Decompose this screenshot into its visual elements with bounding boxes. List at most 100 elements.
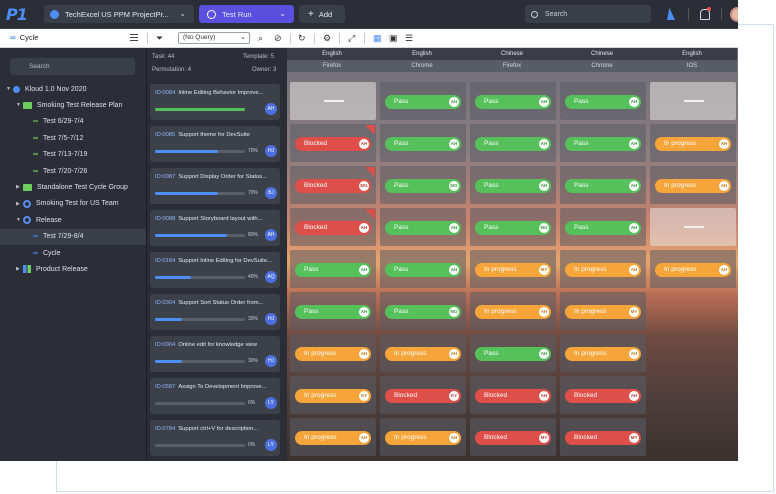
search-icon[interactable]: ⌕ [258, 33, 264, 43]
matrix-cell[interactable]: Pass AH [560, 166, 646, 204]
caret-down-icon[interactable]: ▼ [6, 86, 11, 92]
matrix-cell[interactable]: Blocked MY [470, 418, 556, 456]
sidebar-item[interactable]: ∞ Test 7/20-7/26 [0, 163, 146, 179]
sidebar-item[interactable]: ∞ Test 7/13-7/19 [0, 147, 146, 163]
tab-test-run[interactable]: Test Run ⌄ [199, 5, 294, 23]
caret-down-icon[interactable]: ▼ [16, 217, 21, 224]
owner-avatar[interactable]: HJ [265, 355, 277, 367]
clear-icon[interactable]: ⊘ [274, 33, 282, 43]
matrix-cell[interactable]: Pass AH [380, 208, 466, 246]
matrix-cell[interactable]: Pass AH [380, 124, 466, 162]
status-badge[interactable]: Pass MG [385, 305, 461, 319]
matrix-cell[interactable]: Pass AH [290, 292, 376, 330]
global-search-input[interactable]: Search [525, 5, 651, 23]
matrix-cell[interactable]: In progress AH [290, 334, 376, 372]
sidebar-item[interactable]: ▶ Product Release [0, 261, 146, 277]
add-button[interactable]: + Add [299, 5, 345, 23]
matrix-cell[interactable]: Blocked MY [560, 418, 646, 456]
query-select[interactable]: (No Query) ⌄ [178, 32, 250, 44]
status-badge[interactable]: Pass AH [565, 179, 641, 193]
status-badge[interactable]: In progress AH [565, 347, 641, 361]
matrix-cell[interactable]: In progress AH [560, 250, 646, 288]
matrix-cell[interactable]: In progress AH [560, 334, 646, 372]
matrix-cell[interactable]: In progress AH [290, 418, 376, 456]
caret-right-icon[interactable]: ▶ [16, 184, 20, 191]
matrix-cell[interactable]: In progress AH [650, 250, 736, 288]
case-card[interactable]: ID:0784 Support ctrl+V for description...… [150, 420, 280, 456]
matrix-cell[interactable]: In progress AH [650, 166, 736, 204]
owner-avatar[interactable]: HJ [265, 313, 277, 325]
case-card[interactable]: ID:0087 Support Display Order for Status.… [150, 168, 280, 204]
sidebar-item[interactable]: ∞ Test 7/5-7/12 [0, 130, 146, 146]
status-badge[interactable]: In progress MY [475, 263, 551, 277]
status-badge[interactable]: Pass AH [295, 305, 371, 319]
status-badge[interactable]: In progress AH [385, 431, 461, 445]
status-badge[interactable]: Pass MG [475, 221, 551, 235]
sidebar-item[interactable]: ▼ Kloud 1.0 Nov 2020 [0, 81, 146, 97]
status-badge[interactable]: Pass AH [565, 137, 641, 151]
matrix-cell[interactable]: In progress AH [470, 292, 556, 330]
matrix-cell[interactable]: Pass MG [470, 208, 556, 246]
matrix-cell[interactable] [290, 82, 376, 120]
status-badge[interactable]: In progress AH [655, 179, 731, 193]
owner-avatar[interactable]: AH [265, 103, 277, 115]
status-badge[interactable]: Pass AH [385, 263, 461, 277]
avatar[interactable] [730, 6, 738, 22]
matrix-cell[interactable]: Blocked AH [560, 376, 646, 414]
status-badge[interactable]: In progress AH [565, 263, 641, 277]
matrix-cell[interactable]: Pass AH [380, 82, 466, 120]
caret-right-icon[interactable]: ▶ [16, 200, 20, 207]
matrix-cell[interactable]: Pass AH [470, 82, 556, 120]
matrix-cell[interactable]: In progress AH [380, 334, 466, 372]
status-badge[interactable]: Pass AH [295, 263, 371, 277]
owner-avatar[interactable]: HJ [265, 145, 277, 157]
status-badge[interactable]: In progress KY [295, 389, 371, 403]
case-card[interactable]: ID:0088 Support Storyboard layout with...… [150, 210, 280, 246]
app-logo[interactable]: P1 [6, 5, 28, 24]
matrix-cell[interactable]: Pass MG [380, 166, 466, 204]
matrix-cell[interactable]: Pass AH [560, 82, 646, 120]
sidebar-item[interactable]: ▼ Release [0, 212, 146, 228]
status-badge[interactable]: Pass AH [475, 137, 551, 151]
case-card[interactable]: ID:0085 Support theme for DevSuite 70% HJ [150, 126, 280, 162]
matrix-cell[interactable]: Blocked AH [290, 124, 376, 162]
status-badge[interactable]: Blocked MY [475, 431, 551, 445]
status-badge[interactable]: In progress MY [565, 305, 641, 319]
status-badge[interactable]: In progress AH [295, 347, 371, 361]
matrix-cell[interactable]: Blocked AH [290, 208, 376, 246]
status-badge[interactable]: Blocked KY [385, 389, 461, 403]
matrix-cell[interactable]: In progress MY [560, 292, 646, 330]
expand-icon[interactable]: ⤢ [348, 33, 356, 43]
case-card[interactable]: ID:0184 Support Inline Editing for DevSui… [150, 252, 280, 288]
notification-bell-icon[interactable] [697, 6, 711, 22]
status-badge[interactable]: Pass AH [385, 137, 461, 151]
status-badge[interactable]: In progress AH [385, 347, 461, 361]
grid-view-icon[interactable]: ▦ [373, 33, 382, 43]
sidebar-item[interactable]: ∞ Test 7/29-8/4 [0, 228, 146, 245]
case-card[interactable]: ID:0004 Online edit for knowledge view 30%… [150, 336, 280, 372]
list-view-icon[interactable]: ☰ [405, 33, 414, 43]
status-badge[interactable]: Pass MG [385, 179, 461, 193]
status-badge[interactable]: Pass AH [475, 95, 551, 109]
caret-right-icon[interactable]: ▶ [16, 266, 20, 273]
matrix-cell[interactable]: In progress AH [650, 124, 736, 162]
project-select[interactable]: TechExcel US PPM ProjectPr... ⌄ [44, 5, 194, 23]
refresh-icon[interactable]: ↻ [298, 33, 306, 43]
status-badge[interactable]: Blocked AH [295, 137, 371, 151]
status-badge[interactable]: Pass AH [565, 95, 641, 109]
status-badge[interactable]: In progress AH [295, 431, 371, 445]
matrix-cell[interactable]: Pass AH [560, 208, 646, 246]
sidebar-item[interactable]: ∞ Cycle [0, 245, 146, 261]
status-badge[interactable]: Blocked MG [295, 179, 371, 193]
matrix-cell[interactable]: Pass AH [290, 250, 376, 288]
user-icon[interactable] [664, 6, 678, 22]
card-view-icon[interactable]: ▣ [389, 33, 398, 43]
owner-avatar[interactable]: BJ [265, 187, 277, 199]
matrix-cell[interactable]: Pass AH [470, 124, 556, 162]
caret-down-icon[interactable]: ▼ [16, 102, 21, 109]
status-badge[interactable]: Blocked MY [565, 431, 641, 445]
menu-icon[interactable] [130, 34, 138, 41]
status-badge[interactable]: In progress AH [475, 305, 551, 319]
case-card[interactable]: ID:0084 Inline Editing Behavior Improve..… [150, 84, 280, 120]
matrix-cell[interactable]: Blocked MG [290, 166, 376, 204]
